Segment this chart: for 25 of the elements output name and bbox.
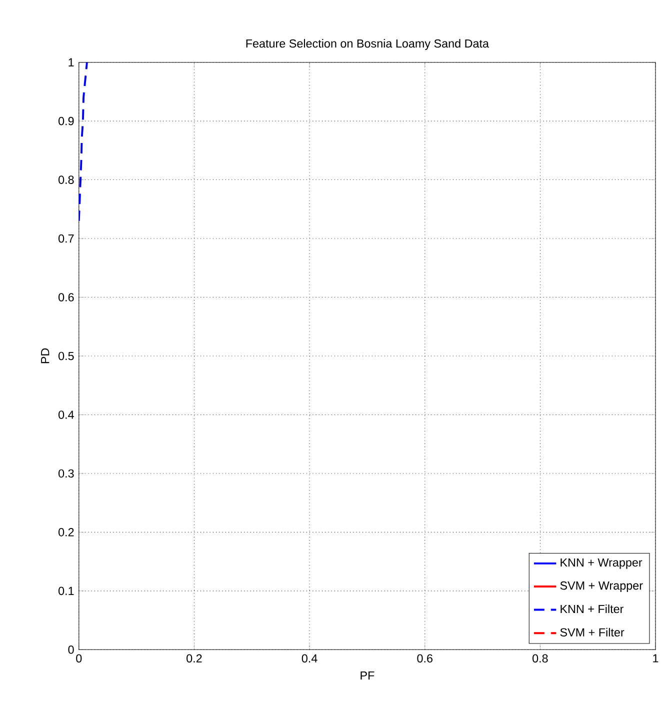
y-tick-label: 0.2 [58,528,74,536]
chart-title: Feature Selection on Bosnia Loamy Sand Data [246,39,489,50]
x-tick-label: 0.6 [417,654,432,663]
legend-label: SVM + Filter [560,628,624,637]
x-tick-label: 1 [653,654,658,662]
y-axis-title: PD [41,348,50,364]
y-tick-label: 0.3 [58,469,74,478]
legend-label: SVM + Wrapper [560,581,643,592]
y-tick-label: 0.9 [58,116,74,126]
y-tick-label: 0.7 [58,234,74,243]
x-tick-label: 0.4 [302,654,318,663]
y-tick-label: 1 [68,58,74,66]
x-tick-label: 0.2 [186,654,202,663]
y-tick-label: 0.5 [58,352,74,360]
line-series [78,62,88,222]
y-tick-label: 0.4 [58,410,74,419]
y-tick-label: 0.6 [58,293,74,302]
y-tick-label: 0 [68,646,74,654]
x-tick-label: 0.8 [532,654,548,663]
y-tick-label: 0.8 [58,176,74,184]
legend-label: KNN + Wrapper [560,558,642,569]
x-tick-label: 0 [76,654,82,663]
x-axis-title: PF [360,671,374,680]
legend-label: KNN + Filter [560,604,624,614]
y-tick-label: 0.1 [58,586,74,596]
